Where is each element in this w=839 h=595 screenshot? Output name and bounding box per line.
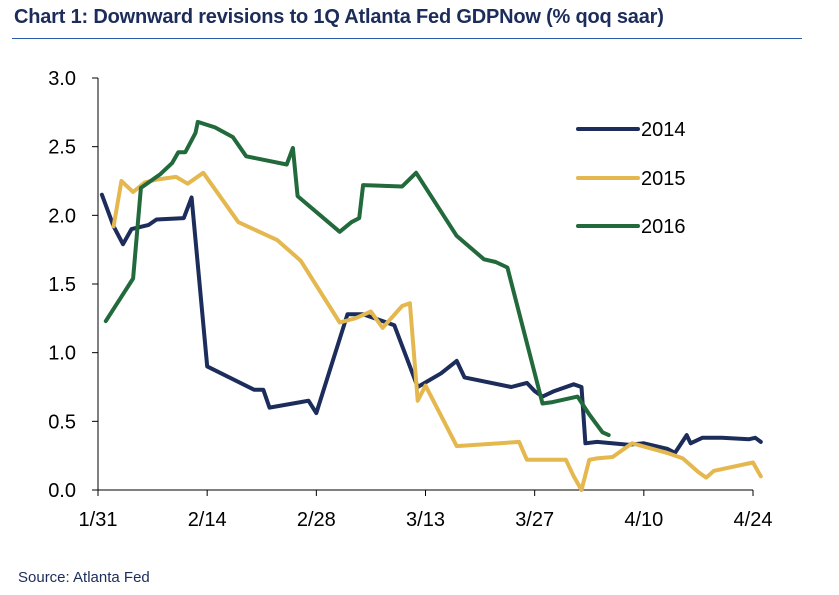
- series-line-2015: [111, 170, 763, 492]
- series-layer: [99, 119, 763, 492]
- x-tick-label: 3/27: [515, 509, 554, 531]
- y-tick-label: 2.5: [48, 137, 76, 159]
- y-tick-label: 1.5: [48, 274, 76, 296]
- x-tick-label: 1/31: [79, 509, 118, 531]
- y-tick-label: 0.5: [48, 411, 76, 433]
- legend-label-2014: 2014: [641, 119, 686, 141]
- x-tick-label: 2/14: [188, 509, 227, 531]
- y-tick-label: 2.0: [48, 205, 76, 227]
- legend-label-2015: 2015: [641, 168, 686, 190]
- x-tick-label: 2/28: [297, 509, 336, 531]
- x-tick-label: 4/24: [734, 509, 773, 531]
- legend-label-2016: 2016: [641, 216, 686, 238]
- x-tick-label: 3/13: [406, 509, 445, 531]
- source-note: Source: Atlanta Fed: [18, 569, 150, 586]
- legend: 2014 2015 2016: [576, 119, 686, 238]
- axes: 0.0 0.5 1.0 1.5 2.0 2.5 3.0 1/31 2/14 2/28 3/13 3/2…: [48, 68, 772, 531]
- y-tick-label: 0.0: [48, 480, 76, 502]
- y-tick-label: 1.0: [48, 343, 76, 365]
- chart-title: Chart 1: Downward revisions to 1Q Atlant…: [14, 6, 664, 28]
- y-tick-label: 3.0: [48, 68, 76, 90]
- series-line-2016: [103, 119, 611, 438]
- x-tick-label: 4/10: [624, 509, 663, 531]
- title-divider: [12, 38, 802, 39]
- series-line-2014: [99, 192, 763, 455]
